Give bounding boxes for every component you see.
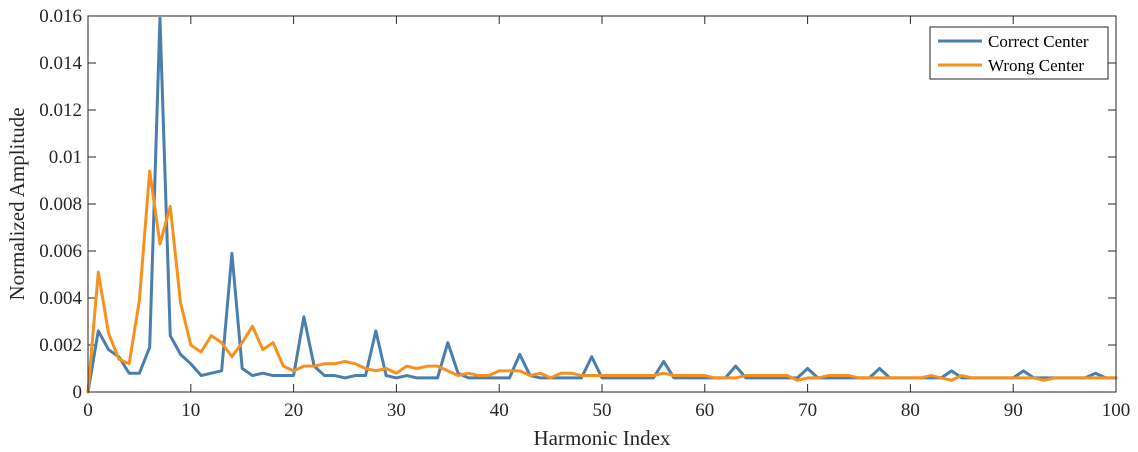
y-tick-label: 0.008 — [39, 194, 82, 215]
x-tick-label: 0 — [83, 400, 93, 421]
x-axis-ticks: 0 10 20 30 40 50 60 70 80 90 100 — [83, 16, 1130, 421]
y-tick-label: 0.004 — [39, 288, 82, 309]
legend-box — [929, 26, 1109, 80]
x-tick-label: 100 — [1102, 400, 1131, 421]
legend-label: Correct Center — [988, 32, 1089, 51]
legend: Correct Center Wrong Center — [929, 26, 1109, 80]
x-tick-label: 80 — [901, 400, 920, 421]
y-tick-label: 0.016 — [39, 6, 82, 27]
y-axis-ticks: 0 0.002 0.004 0.006 0.008 0.01 0.012 0.014 0.016 — [39, 6, 1116, 403]
x-tick-label: 70 — [798, 400, 817, 421]
axes-box — [87, 15, 1117, 393]
x-tick-label: 10 — [181, 400, 200, 421]
legend-label: Wrong Center — [988, 56, 1084, 75]
y-tick-label: 0.012 — [39, 100, 82, 121]
series-line-correct-center — [86, 16, 1118, 394]
x-tick-label: 90 — [1004, 400, 1023, 421]
y-tick-label: 0 — [73, 382, 83, 403]
y-tick-label: 0.002 — [39, 335, 82, 356]
axes-frame — [87, 15, 1117, 393]
y-tick-label: 0.006 — [39, 241, 82, 262]
x-tick-label: 20 — [284, 400, 303, 421]
x-axis-title: Harmonic Index — [533, 426, 671, 450]
y-axis-title: Normalized Amplitude — [5, 107, 29, 300]
x-tick-label: 40 — [490, 400, 509, 421]
x-tick-label: 50 — [593, 400, 612, 421]
y-tick-label: 0.014 — [39, 53, 82, 74]
x-tick-label: 60 — [695, 400, 714, 421]
series-layer — [86, 16, 1118, 394]
y-tick-label: 0.01 — [49, 147, 82, 168]
series-line-wrong-center — [86, 169, 1118, 394]
x-tick-label: 30 — [387, 400, 406, 421]
